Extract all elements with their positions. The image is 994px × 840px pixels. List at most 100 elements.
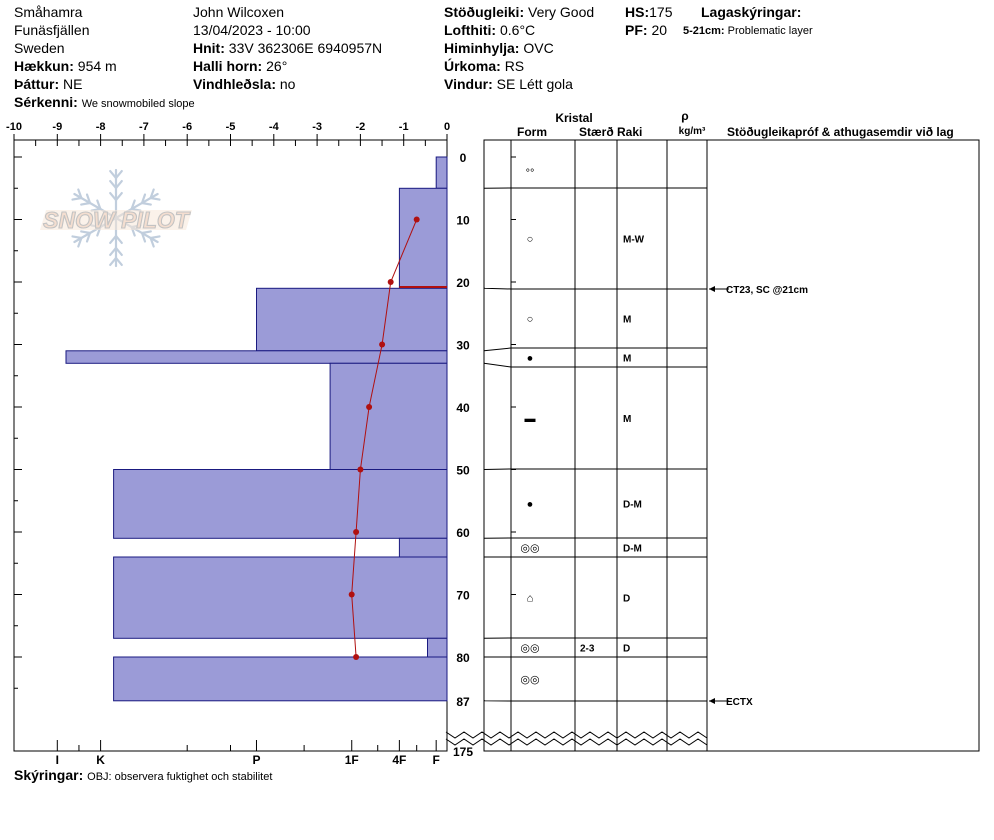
flake-branch <box>90 207 102 212</box>
wind-loading-row: Vindhleðsla: no <box>193 75 295 93</box>
flake-branch <box>114 180 123 190</box>
flake-branch <box>109 192 118 202</box>
layer-moisture: M <box>623 315 631 326</box>
region: Funäsfjällen <box>14 22 90 38</box>
temperature-point <box>387 279 394 285</box>
layer-form: ⌂ <box>527 593 534 605</box>
temp-tick-label: -3 <box>312 121 322 133</box>
size-header: Stærð <box>579 125 614 139</box>
temperature-point <box>353 529 360 535</box>
rho-header: ρ <box>681 109 688 123</box>
datetime: 13/04/2023 - 10:00 <box>193 22 311 38</box>
hardness-tick-label: I <box>56 753 59 767</box>
layer-moisture: M-W <box>623 235 645 246</box>
flake-branch <box>149 196 161 201</box>
layer-connector <box>483 362 512 368</box>
layer-moisture: D-M <box>623 544 642 555</box>
hardness-tick-label: K <box>96 753 105 767</box>
layer-table: °° ○ M-W ○ M ● M ▬ M ● D-M ◎◎ D-M ⌂ D ◎◎ 2-3 D ◎◎ CT23, SC … <box>445 139 980 752</box>
flake-branch <box>149 188 155 200</box>
temp-tick-label: -1 <box>399 121 409 133</box>
wind-loading-label: Vindhleðsla: <box>193 76 276 92</box>
layer-form: ◎◎ <box>520 674 539 686</box>
temperature-axis: -10 -9 -8 -7 -6 -5 -4 -3 -2 -1 0 <box>6 121 450 689</box>
flake-branch <box>140 231 147 243</box>
wind-row: Vindur: SE Létt gola <box>444 75 573 93</box>
temp-tick-label: -4 <box>269 121 280 133</box>
hardness-bar <box>256 287 448 352</box>
pf-label: PF: <box>625 22 648 38</box>
depth-tick-label: 0 <box>460 151 467 165</box>
flake-branch <box>71 196 83 201</box>
air-temp-value: 0.6°C <box>499 22 536 38</box>
flake-branch <box>96 199 102 211</box>
logo-wordmark: SNOW PILOT <box>43 207 191 233</box>
flake-branch <box>130 225 136 237</box>
layer-form: ◎◎ <box>520 543 539 555</box>
hardness-bar <box>398 537 448 558</box>
hardness-bar <box>113 469 448 539</box>
features-label: Sérkenni: <box>14 94 78 110</box>
flake-branch <box>149 235 161 240</box>
flake-branch <box>85 231 92 243</box>
layer-table-frame <box>483 139 980 752</box>
layer-connector <box>483 347 512 352</box>
layer-moisture: D <box>623 594 630 605</box>
temp-tick-label: -8 <box>96 121 106 133</box>
footer-row: Skýringar: OBJ: observera fuktighet och … <box>14 766 272 786</box>
air-temp-label: Lofthiti: <box>444 22 497 38</box>
hardness-tick-label: F <box>433 753 440 767</box>
layer-note-range: 5-21cm: <box>683 25 725 37</box>
depth-tick-label: 10 <box>456 214 470 228</box>
elevation-row: Hækkun: 954 m <box>14 57 117 75</box>
flake-branch <box>114 256 123 266</box>
hardness-tick-label: 1F <box>345 753 359 767</box>
temperature-point <box>379 341 386 348</box>
hs-value: 175 <box>649 4 673 20</box>
depth-tick-label: 30 <box>456 339 470 353</box>
hardness-bar <box>113 556 448 639</box>
sky-label: Himinhylja: <box>444 40 520 56</box>
stability-label: Stöðugleiki: <box>444 4 525 20</box>
hs-row: HS:175 <box>625 3 672 21</box>
depth-break-lower <box>445 738 708 746</box>
layer-form: ● <box>527 499 534 511</box>
layer-connector <box>483 287 512 290</box>
layer-size: 2-3 <box>580 644 595 655</box>
temp-tick-label: 0 <box>444 121 450 133</box>
features-row: Sérkenni: We snowmobiled slope <box>14 93 195 113</box>
layer-notes-label: Lagaskýringar: <box>701 4 802 20</box>
hardness-tick-label: 4F <box>392 753 406 767</box>
depth-break-upper <box>445 731 708 739</box>
test-result: ECTX <box>726 697 753 708</box>
layer-moisture: D <box>623 644 630 655</box>
flake-branch <box>114 234 123 244</box>
test-result: CT23, SC @21cm <box>726 285 808 296</box>
layer-form: ● <box>527 353 534 365</box>
wind-loading-value: no <box>279 76 296 92</box>
country: Sweden <box>14 40 65 56</box>
pf-value: 20 <box>651 22 668 38</box>
slope-label: Halli horn: <box>193 58 263 74</box>
layer-form: ▬ <box>525 413 536 425</box>
temp-tick-label: -10 <box>6 121 22 133</box>
flake-branch <box>109 170 118 180</box>
observer: John Wilcoxen <box>193 4 285 20</box>
layer-moisture: M <box>623 354 631 365</box>
flake-branch <box>90 224 102 229</box>
features-value: We snowmobiled slope <box>81 98 195 110</box>
temperature-point <box>366 404 373 410</box>
coords-value: 33V 362306E 6940957N <box>228 40 383 56</box>
flake-branch <box>109 256 118 266</box>
hardness-bar <box>435 156 448 189</box>
flake-branch <box>140 201 152 206</box>
depth-tick-label: 80 <box>456 651 470 665</box>
pf-row: PF: 20 <box>625 21 667 39</box>
coords-row: Hnit: 33V 362306E 6940957N <box>193 39 382 57</box>
depth-axis: 0 10 20 30 40 50 60 70 80 87 175 <box>453 151 473 759</box>
depth-tick-label: 175 <box>453 745 473 759</box>
depth-tick-label: 70 <box>456 589 470 603</box>
flake-branch <box>140 230 152 235</box>
layer-note-text: Problematic layer <box>727 25 813 37</box>
